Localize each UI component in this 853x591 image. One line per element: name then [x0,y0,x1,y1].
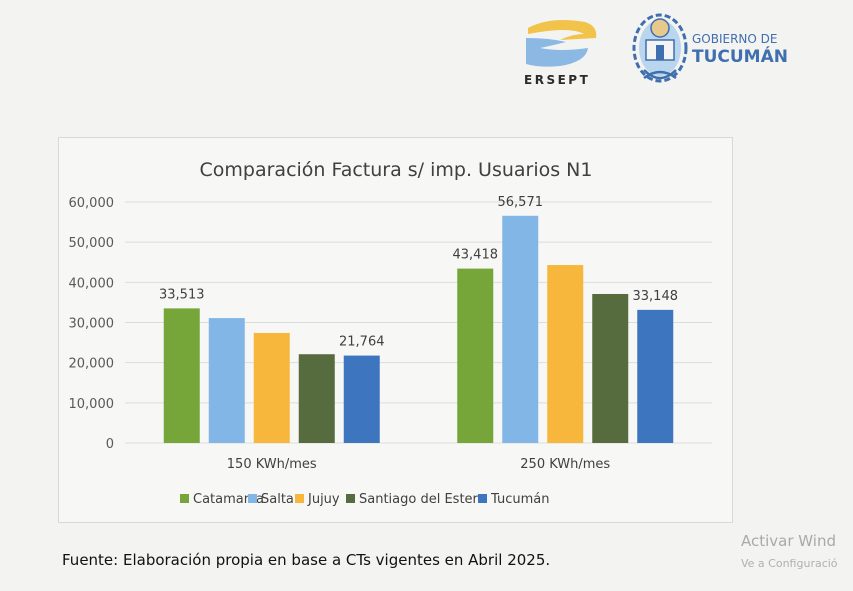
y-tick-label: 20,000 [69,357,115,372]
y-tick-label: 60,000 [69,196,115,211]
legend-label: Jujuy [307,492,340,507]
legend-swatch [248,494,257,503]
y-tick-label: 10,000 [69,397,115,412]
bar-santiago-del-estero-1 [592,293,629,443]
data-labels: 33,513 21,764 43,418 56,571 33,148 [159,195,678,350]
y-tick-label: 30,000 [69,317,115,332]
bars [163,215,674,443]
source-note: Fuente: Elaboración propia en base a CTs… [62,551,551,569]
ersept-logo: ERSEPT [524,20,597,87]
logos-area: ERSEPT GOBIERNO DE TUCUMÁN [520,8,850,98]
x-category-label: 150 KWh/mes [227,457,317,472]
tucuman-text: TUCUMÁN [692,45,788,67]
y-tick-label: 0 [106,437,114,452]
legend-swatch [478,494,487,503]
x-axis-categories: 150 KWh/mes 250 KWh/mes [227,457,611,472]
gobierno-text: GOBIERNO DE [692,32,778,46]
legend-label: Santiago del Estero [359,492,486,507]
tucuman-shield-icon [632,13,688,83]
x-category-label: 250 KWh/mes [520,457,610,472]
legend-label: Tucumán [490,492,549,507]
chart-title: Comparación Factura s/ imp. Usuarios N1 [200,159,593,181]
ersept-logo-text: ERSEPT [524,73,590,87]
y-axis-ticks: 0 10,000 20,000 30,000 40,000 50,000 60,000 [69,196,115,452]
bar-catamarca-0 [163,308,200,443]
data-label: 21,764 [339,335,385,350]
data-label: 33,513 [159,287,205,302]
legend-swatch [295,494,304,503]
bar-salta-0 [208,318,245,443]
bar-santiago-del-estero-0 [298,354,335,443]
data-label: 43,418 [453,248,499,263]
bar-jujuy-1 [547,265,584,443]
legend-label: Catamarca [193,492,264,507]
bar-salta-1 [502,215,539,443]
bar-tucum-n-0 [343,355,380,443]
data-label: 33,148 [633,289,679,304]
data-label: 56,571 [498,195,544,210]
y-tick-label: 40,000 [69,276,115,291]
logos-svg: ERSEPT GOBIERNO DE TUCUMÁN [524,13,788,87]
bar-tucum-n-1 [637,309,674,443]
legend-swatch [346,494,355,503]
legend-swatch [180,494,189,503]
y-tick-label: 50,000 [69,236,115,251]
bar-catamarca-1 [457,268,494,443]
bar-jujuy-0 [253,332,290,443]
legend-label: Salta [261,492,294,507]
